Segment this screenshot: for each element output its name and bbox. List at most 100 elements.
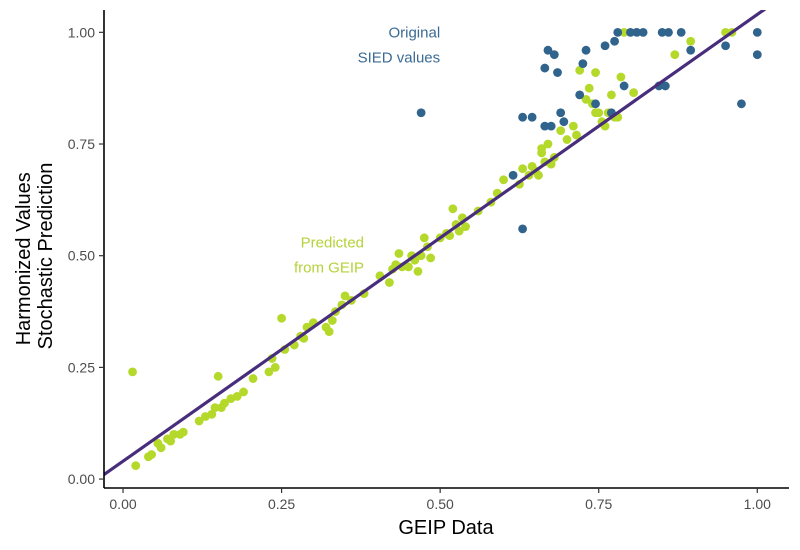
data-point bbox=[248, 374, 258, 383]
y-tick-label: 0.75 bbox=[68, 136, 95, 152]
data-point bbox=[213, 371, 223, 381]
x-axis-title: GEIP Data bbox=[398, 517, 494, 539]
x-tick-label: 0.25 bbox=[268, 496, 295, 512]
data-point bbox=[327, 316, 337, 325]
data-point bbox=[416, 108, 426, 118]
data-point bbox=[594, 108, 604, 118]
data-point bbox=[156, 443, 166, 453]
data-point bbox=[413, 266, 423, 276]
data-point bbox=[207, 409, 217, 419]
x-tick-label: 1.00 bbox=[744, 496, 771, 512]
data-point bbox=[559, 117, 569, 127]
data-point bbox=[178, 427, 188, 437]
data-point bbox=[686, 36, 696, 46]
data-point bbox=[591, 99, 600, 109]
data-point bbox=[613, 27, 623, 37]
y-axis-title-line-2: Stochastic Prediction bbox=[35, 163, 57, 350]
data-point bbox=[556, 108, 566, 118]
data-point bbox=[394, 249, 404, 258]
data-point bbox=[540, 63, 550, 73]
data-point bbox=[128, 367, 137, 377]
data-point bbox=[657, 27, 667, 37]
data-point bbox=[166, 436, 176, 446]
data-point bbox=[508, 170, 518, 180]
data-point bbox=[581, 94, 591, 104]
data-point bbox=[676, 27, 686, 37]
data-point bbox=[619, 27, 629, 37]
data-point bbox=[616, 72, 626, 82]
data-point bbox=[518, 164, 528, 173]
y-tick-label: 0.25 bbox=[68, 359, 95, 375]
y-tick-label: 0.00 bbox=[68, 471, 95, 487]
data-point bbox=[575, 65, 585, 75]
data-point bbox=[572, 130, 581, 140]
data-point bbox=[556, 126, 566, 136]
x-tick-label: 0.00 bbox=[109, 496, 136, 512]
data-point bbox=[591, 68, 600, 77]
data-point bbox=[169, 429, 179, 439]
data-point bbox=[575, 90, 585, 100]
data-point bbox=[600, 41, 610, 51]
x-tick-label: 0.50 bbox=[427, 496, 454, 512]
data-point bbox=[562, 135, 572, 144]
data-point bbox=[540, 121, 550, 131]
data-point bbox=[543, 45, 553, 55]
data-point bbox=[546, 121, 556, 131]
data-point bbox=[499, 175, 508, 185]
data-point bbox=[518, 112, 528, 122]
data-point bbox=[239, 387, 248, 397]
data-point bbox=[461, 222, 470, 232]
data-point bbox=[619, 81, 629, 91]
axes: 0.00 0.25 0.50 0.75 1.00 0.00 0.25 0.50 0.75 1.00… bbox=[68, 10, 789, 512]
data-point bbox=[518, 224, 528, 234]
data-point bbox=[210, 403, 220, 412]
data-point bbox=[568, 121, 578, 131]
data-point bbox=[270, 362, 280, 372]
data-point bbox=[454, 226, 464, 236]
data-point bbox=[419, 233, 429, 243]
data-point bbox=[670, 50, 680, 60]
data-point bbox=[626, 27, 635, 37]
y-tick-label: 0.50 bbox=[68, 248, 95, 264]
data-point bbox=[324, 327, 334, 337]
data-point bbox=[578, 59, 588, 69]
annotation-label: Original SIED values bbox=[358, 24, 441, 66]
data-point bbox=[638, 27, 648, 37]
reference-line bbox=[104, 10, 767, 476]
data-point bbox=[527, 112, 537, 122]
data-point bbox=[543, 139, 553, 149]
data-point bbox=[131, 461, 141, 471]
data-point bbox=[277, 313, 286, 323]
data-point bbox=[660, 81, 670, 91]
data-point bbox=[686, 45, 696, 55]
data-point bbox=[147, 450, 156, 459]
data-point bbox=[721, 41, 730, 51]
data-point bbox=[752, 27, 762, 37]
data-point bbox=[581, 45, 591, 55]
data-point bbox=[220, 398, 229, 408]
data-point bbox=[426, 253, 436, 263]
data-point bbox=[448, 204, 458, 214]
data-point bbox=[664, 27, 673, 37]
plot-area bbox=[104, 10, 767, 476]
data-point bbox=[752, 50, 762, 60]
data-point bbox=[629, 88, 639, 98]
y-axis-title-line-1: Harmonized Values bbox=[13, 172, 35, 345]
y-axis-title: Harmonized Values Stochastic Prediction bbox=[13, 163, 57, 350]
annotation-line: from GEIP bbox=[294, 259, 364, 276]
data-point bbox=[584, 83, 594, 93]
data-point bbox=[404, 262, 413, 272]
annotation-line: Predicted bbox=[301, 234, 364, 251]
data-point bbox=[194, 416, 204, 426]
data-point bbox=[607, 90, 616, 100]
data-point bbox=[232, 392, 242, 401]
annotation-line: Original bbox=[388, 24, 440, 41]
data-point bbox=[737, 99, 746, 109]
annotation-label: Predicted from GEIP bbox=[294, 234, 364, 276]
data-point bbox=[553, 68, 562, 77]
data-point bbox=[537, 148, 547, 158]
data-point bbox=[610, 36, 619, 46]
annotation-line: SIED values bbox=[358, 49, 441, 66]
data-point bbox=[632, 27, 642, 37]
